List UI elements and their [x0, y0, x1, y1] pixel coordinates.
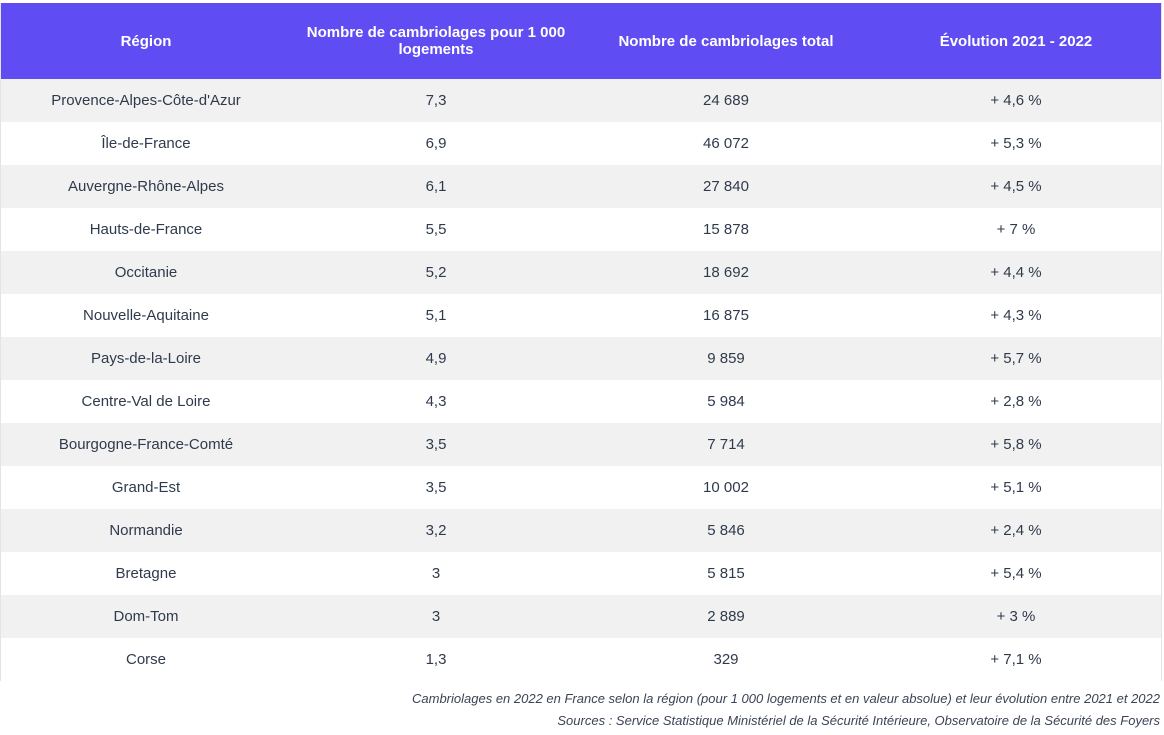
table-row: Corse 1,3 329 + 7,1 %: [1, 638, 1161, 681]
cell-rate-per-1000: 4,9: [291, 337, 581, 380]
cell-rate-per-1000: 3: [291, 552, 581, 595]
table-row: Nouvelle-Aquitaine 5,1 16 875 + 4,3 %: [1, 294, 1161, 337]
table-header: Région Nombre de cambriolages pour 1 000 …: [1, 3, 1161, 79]
header-evolution: Évolution 2021 - 2022: [871, 3, 1161, 79]
cell-region: Nouvelle-Aquitaine: [1, 294, 291, 337]
cell-rate-per-1000: 3,2: [291, 509, 581, 552]
cell-rate-per-1000: 5,1: [291, 294, 581, 337]
table-row: Provence-Alpes-Côte-d'Azur 7,3 24 689 + 4,6…: [1, 79, 1161, 122]
cell-region: Bretagne: [1, 552, 291, 595]
header-total: Nombre de cambriolages total: [581, 3, 871, 79]
cell-rate-per-1000: 3,5: [291, 466, 581, 509]
cell-region: Pays-de-la-Loire: [1, 337, 291, 380]
table-body: Provence-Alpes-Côte-d'Azur 7,3 24 689 + 4,6…: [1, 79, 1161, 681]
table-caption: Cambriolages en 2022 en France selon la …: [412, 691, 1160, 706]
table-sources: Sources : Service Statistique Ministérie…: [557, 713, 1160, 728]
cell-total: 9 859: [581, 337, 871, 380]
cell-rate-per-1000: 3,5: [291, 423, 581, 466]
table-row: Occitanie 5,2 18 692 + 4,4 %: [1, 251, 1161, 294]
cell-total: 2 889: [581, 595, 871, 638]
cell-total: 5 984: [581, 380, 871, 423]
cell-rate-per-1000: 5,5: [291, 208, 581, 251]
table-row: Pays-de-la-Loire 4,9 9 859 + 5,7 %: [1, 337, 1161, 380]
cell-evolution: + 4,3 %: [871, 294, 1161, 337]
cell-total: 7 714: [581, 423, 871, 466]
cell-total: 16 875: [581, 294, 871, 337]
cell-region: Île-de-France: [1, 122, 291, 165]
table-row: Normandie 3,2 5 846 + 2,4 %: [1, 509, 1161, 552]
cell-region: Auvergne-Rhône-Alpes: [1, 165, 291, 208]
cell-evolution: + 4,6 %: [871, 79, 1161, 122]
cell-evolution: + 7,1 %: [871, 638, 1161, 681]
cell-region: Dom-Tom: [1, 595, 291, 638]
cell-region: Provence-Alpes-Côte-d'Azur: [1, 79, 291, 122]
cell-rate-per-1000: 6,9: [291, 122, 581, 165]
cell-rate-per-1000: 6,1: [291, 165, 581, 208]
header-row: Région Nombre de cambriolages pour 1 000 …: [1, 3, 1161, 79]
cell-region: Corse: [1, 638, 291, 681]
cell-evolution: + 7 %: [871, 208, 1161, 251]
cell-total: 5 815: [581, 552, 871, 595]
cell-total: 27 840: [581, 165, 871, 208]
cell-evolution: + 2,4 %: [871, 509, 1161, 552]
cell-rate-per-1000: 3: [291, 595, 581, 638]
table-row: Dom-Tom 3 2 889 + 3 %: [1, 595, 1161, 638]
cell-region: Grand-Est: [1, 466, 291, 509]
cell-total: 18 692: [581, 251, 871, 294]
cell-total: 46 072: [581, 122, 871, 165]
cell-total: 15 878: [581, 208, 871, 251]
cell-region: Hauts-de-France: [1, 208, 291, 251]
cell-evolution: + 5,7 %: [871, 337, 1161, 380]
cell-total: 5 846: [581, 509, 871, 552]
burglary-table-container: Région Nombre de cambriolages pour 1 000 …: [0, 3, 1162, 681]
cell-region: Normandie: [1, 509, 291, 552]
table-row: Auvergne-Rhône-Alpes 6,1 27 840 + 4,5 %: [1, 165, 1161, 208]
cell-rate-per-1000: 7,3: [291, 79, 581, 122]
cell-region: Centre-Val de Loire: [1, 380, 291, 423]
cell-region: Bourgogne-France-Comté: [1, 423, 291, 466]
cell-evolution: + 4,5 %: [871, 165, 1161, 208]
cell-total: 329: [581, 638, 871, 681]
cell-rate-per-1000: 5,2: [291, 251, 581, 294]
cell-rate-per-1000: 1,3: [291, 638, 581, 681]
cell-evolution: + 5,8 %: [871, 423, 1161, 466]
table-row: Bourgogne-France-Comté 3,5 7 714 + 5,8 %: [1, 423, 1161, 466]
cell-total: 10 002: [581, 466, 871, 509]
burglary-table: Région Nombre de cambriolages pour 1 000 …: [1, 3, 1161, 681]
cell-rate-per-1000: 4,3: [291, 380, 581, 423]
table-row: Île-de-France 6,9 46 072 + 5,3 %: [1, 122, 1161, 165]
cell-evolution: + 4,4 %: [871, 251, 1161, 294]
header-rate-per-1000: Nombre de cambriolages pour 1 000 logeme…: [291, 3, 581, 79]
table-row: Grand-Est 3,5 10 002 + 5,1 %: [1, 466, 1161, 509]
cell-region: Occitanie: [1, 251, 291, 294]
cell-evolution: + 3 %: [871, 595, 1161, 638]
table-row: Hauts-de-France 5,5 15 878 + 7 %: [1, 208, 1161, 251]
table-row: Bretagne 3 5 815 + 5,4 %: [1, 552, 1161, 595]
cell-evolution: + 5,4 %: [871, 552, 1161, 595]
cell-evolution: + 5,1 %: [871, 466, 1161, 509]
cell-evolution: + 5,3 %: [871, 122, 1161, 165]
cell-evolution: + 2,8 %: [871, 380, 1161, 423]
table-row: Centre-Val de Loire 4,3 5 984 + 2,8 %: [1, 380, 1161, 423]
header-region: Région: [1, 3, 291, 79]
cell-total: 24 689: [581, 79, 871, 122]
